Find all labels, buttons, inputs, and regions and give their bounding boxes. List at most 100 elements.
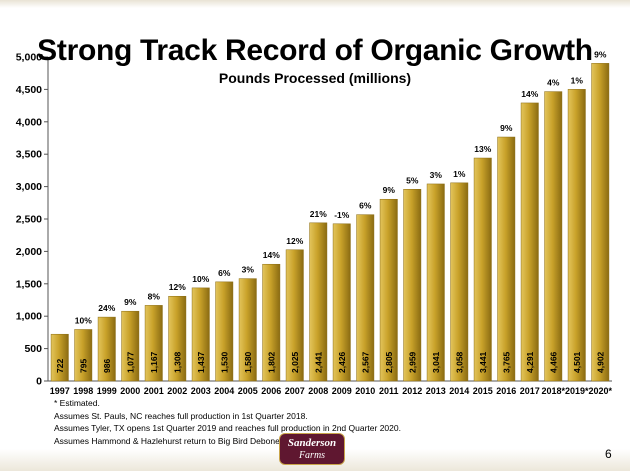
bar-value-label: 986 (102, 359, 112, 373)
y-tick-label: 0 (36, 376, 42, 388)
x-tick-label: 2014 (449, 386, 469, 396)
growth-label: 12% (286, 236, 303, 246)
y-tick-label: 1,000 (16, 311, 42, 323)
bar (215, 281, 234, 382)
x-tick-label: 2004 (214, 386, 234, 396)
bar (121, 310, 140, 382)
x-tick-label: 2017 (520, 386, 540, 396)
x-tick-label: 1998 (73, 386, 93, 396)
growth-label: 10% (192, 274, 209, 284)
bar (97, 316, 116, 382)
x-tick-label: 2019* (565, 386, 589, 396)
bar-value-label: 1,580 (243, 351, 253, 373)
x-tick-label: 2015 (473, 386, 493, 396)
y-tick-label: 4,500 (16, 84, 42, 96)
growth-label: 3% (430, 170, 443, 180)
bar-value-label: 4,902 (595, 351, 605, 373)
bar-value-label: 1,167 (149, 351, 159, 373)
growth-label: 4% (547, 78, 560, 88)
bar (544, 91, 563, 382)
bar-value-label: 1,308 (172, 351, 182, 373)
y-tick-label: 3,500 (16, 149, 42, 161)
bar-value-label: 3,441 (478, 351, 488, 373)
bar-value-label: 2,805 (384, 351, 394, 373)
growth-label: 9% (594, 49, 607, 59)
bar (309, 222, 328, 382)
y-tick-label: 1,500 (16, 278, 42, 290)
footnote-hammond: Assumes Hammond & Hazlehurst return to B… (54, 435, 313, 446)
growth-label: 3% (242, 265, 255, 275)
bar-value-label: 3,041 (431, 351, 441, 373)
y-tick-label: 3,000 (16, 181, 42, 193)
bar (450, 182, 469, 382)
y-tick-label: 5,000 (16, 52, 42, 64)
bar (262, 263, 281, 382)
logo-line-1: Sanderson (287, 437, 337, 449)
bar-value-label: 4,291 (525, 351, 535, 373)
growth-label: 8% (148, 291, 161, 301)
growth-label: 10% (75, 315, 92, 325)
x-tick-label: 2012 (402, 386, 422, 396)
bar (426, 183, 445, 382)
x-tick-label: 2008 (308, 386, 328, 396)
bar-value-label: 1,077 (125, 351, 135, 373)
growth-label: 1% (453, 169, 466, 179)
bar (285, 249, 304, 382)
x-tick-label: 2009 (332, 386, 352, 396)
bar-value-label: 1,437 (196, 351, 206, 373)
top-texture-band (0, 0, 630, 8)
logo-line-2: Farms (298, 450, 326, 461)
bar (144, 305, 163, 382)
sanderson-farms-logo: Sanderson Farms (279, 433, 345, 465)
bar (168, 295, 187, 382)
x-tick-label: 1997 (50, 386, 70, 396)
bar (74, 329, 93, 382)
bar (497, 136, 516, 382)
growth-label: 12% (169, 282, 186, 292)
x-tick-label: 2020* (588, 386, 612, 396)
x-tick-label: 2007 (285, 386, 305, 396)
y-tick-label: 500 (24, 343, 42, 355)
bar (520, 102, 539, 382)
chart-subtitle: Pounds Processed (millions) (218, 70, 412, 86)
footnote-tyler: Assumes Tyler, TX opens 1st Quarter 2019… (54, 423, 401, 434)
bar-value-label: 4,501 (572, 351, 582, 373)
growth-label: 13% (474, 144, 491, 154)
footnote-st-pauls: Assumes St. Pauls, NC reaches full produ… (54, 410, 308, 421)
growth-label: 14% (521, 89, 538, 99)
bar (238, 278, 257, 382)
growth-label: 21% (310, 209, 327, 219)
x-tick-label: 2013 (426, 386, 446, 396)
bar (379, 198, 398, 382)
bar (50, 333, 69, 382)
bar (567, 89, 586, 382)
bar (591, 63, 610, 382)
growth-label: 24% (98, 303, 115, 313)
y-tick-label: 4,000 (16, 116, 42, 128)
bar-value-label: 2,025 (290, 351, 300, 373)
growth-label: 6% (218, 268, 231, 278)
growth-label: 5% (406, 175, 419, 185)
y-tick-label: 2,000 (16, 246, 42, 258)
x-tick-label: 2011 (379, 386, 399, 396)
x-tick-label: 2005 (238, 386, 258, 396)
bar-value-label: 2,959 (407, 351, 417, 373)
bar (403, 189, 422, 382)
y-tick-label: 2,500 (16, 214, 42, 226)
growth-label: 9% (500, 123, 513, 133)
bar (356, 214, 375, 382)
footnote-estimated: * Estimated. (54, 398, 100, 408)
x-tick-label: 2001 (144, 386, 164, 396)
bar (191, 287, 210, 382)
growth-label: 9% (383, 185, 396, 195)
x-tick-label: 2016 (496, 386, 516, 396)
footnotes: * Estimated. Assumes St. Pauls, NC reach… (54, 397, 401, 447)
x-tick-label: 2000 (120, 386, 140, 396)
x-tick-label: 1999 (97, 386, 117, 396)
bar-value-label: 795 (78, 359, 88, 373)
x-tick-label: 2018* (541, 386, 565, 396)
x-tick-label: 2010 (355, 386, 375, 396)
growth-label: 9% (124, 297, 137, 307)
bar (332, 223, 351, 382)
